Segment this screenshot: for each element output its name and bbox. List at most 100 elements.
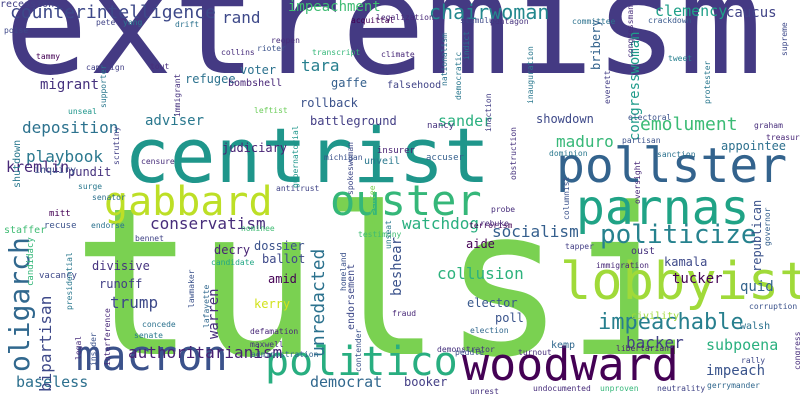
cloud-word: conservatism (150, 214, 266, 233)
cloud-word: unrest (470, 387, 499, 396)
cloud-word: absentee (368, 185, 377, 224)
cloud-word: socialism (492, 222, 579, 241)
cloud-word: graham (754, 121, 783, 130)
cloud-word: pete (96, 18, 116, 27)
cloud-word: politicize (600, 220, 757, 250)
cloud-word: recuse (44, 221, 77, 231)
cloud-word: reopen (271, 36, 300, 45)
cloud-word: crackdown (648, 16, 692, 25)
cloud-word: unveil (364, 156, 401, 167)
cloud-word: divisive (92, 259, 150, 273)
cloud-word: gaffe (331, 76, 368, 90)
cloud-word: inaction (484, 93, 493, 132)
cloud-word: censure (141, 157, 175, 166)
cloud-word: kemp (551, 340, 576, 351)
cloud-word: insurer (377, 146, 415, 156)
cloud-word: governor (763, 207, 772, 246)
cloud-word: protester (703, 60, 712, 104)
cloud-word: aide (466, 237, 495, 251)
cloud-word: oust (631, 246, 656, 257)
cloud-word: quid (740, 279, 774, 295)
cloud-word: battleground (310, 114, 397, 128)
cloud-word: macron (76, 331, 228, 380)
cloud-word: pollster (556, 138, 788, 194)
cloud-word: everett (603, 70, 612, 104)
cloud-word: democrat (310, 373, 383, 391)
cloud-word: amid (268, 272, 297, 286)
cloud-word: vacancy (39, 271, 77, 281)
cloud-word: maduro (556, 132, 614, 151)
cloud-word: ballot (262, 252, 306, 266)
cloud-word: unseal (68, 107, 97, 116)
cloud-word: subpoena (706, 336, 779, 354)
cloud-word: kremlin (6, 158, 70, 176)
cloud-word: rally (741, 356, 766, 365)
cloud-word: deposition (22, 118, 119, 137)
cloud-word: rollback (300, 96, 358, 110)
cloud-word: yang (123, 18, 143, 27)
cloud-word: rand (222, 8, 261, 27)
cloud-word: rioter (257, 44, 286, 53)
cloud-word: kerry (254, 297, 291, 311)
cloud-word: electoral (628, 113, 672, 122)
cloud-word: acquittal (351, 16, 395, 25)
cloud-word: climate (381, 50, 415, 59)
cloud-word: republican (750, 199, 764, 272)
cloud-word: immigration (596, 261, 649, 270)
cloud-word: voter (240, 63, 277, 77)
cloud-word: rebuke (480, 219, 509, 228)
cloud-word: turnout (518, 348, 552, 357)
cloud-word: poll (495, 311, 524, 325)
cloud-word: libertarian (616, 344, 669, 353)
cloud-word: endorsement (346, 263, 357, 330)
cloud-word: mitt (49, 209, 71, 219)
cloud-word: booker (404, 375, 448, 389)
cloud-word: trump (110, 293, 159, 312)
cloud-word: unredacted (308, 248, 329, 357)
cloud-word: nationalism (440, 33, 449, 86)
cloud-word: impeachment (288, 0, 381, 15)
cloud-word: poise (4, 26, 29, 35)
cloud-word: sanction (657, 150, 696, 159)
cloud-word: campaign (86, 63, 125, 72)
cloud-word: recession (0, 0, 55, 10)
cloud-word: tout (150, 62, 170, 71)
cloud-word: leftist (254, 106, 288, 115)
cloud-word: surge (78, 182, 103, 191)
cloud-word: peddle (455, 348, 484, 357)
cloud-word: tammy (36, 52, 61, 61)
cloud-word: corruption (749, 302, 798, 311)
cloud-word: pentagon (490, 17, 529, 26)
cloud-word: concede (142, 320, 176, 329)
cloud-word: accuser (426, 153, 464, 163)
cloud-word: dominion (549, 149, 588, 158)
cloud-word: politico (265, 339, 458, 385)
cloud-word: nancy (427, 121, 455, 131)
cloud-word: judiciary (222, 141, 288, 155)
cloud-word: committee (572, 17, 616, 26)
cloud-word: refugee (185, 72, 236, 86)
cloud-word: probe (491, 205, 516, 214)
cloud-word: legal (74, 335, 83, 360)
cloud-word: lafayette (202, 284, 211, 328)
cloud-word: bombshell (228, 78, 283, 89)
cloud-word: caucus (726, 5, 777, 21)
cloud-word: baseless (16, 373, 89, 391)
cloud-word: pundit (68, 165, 112, 179)
cloud-word: candidacy (26, 237, 36, 286)
cloud-word: shutdown (12, 139, 23, 188)
cloud-word: drift (175, 20, 200, 29)
cloud-word: falsehood (387, 80, 442, 91)
cloud-word: senator (92, 193, 126, 202)
cloud-word: fraud (392, 309, 417, 318)
cloud-word: congress (793, 331, 800, 370)
cloud-word: antitrust (276, 184, 320, 193)
cloud-word: legalization (376, 13, 434, 22)
cloud-word: inauguration (526, 46, 535, 104)
cloud-word: columnist (562, 176, 571, 220)
cloud-word: neutrality (657, 384, 706, 393)
cloud-word: insider (89, 332, 98, 366)
cloud-word: appointee (721, 139, 787, 153)
cloud-word: congressman (626, 5, 635, 58)
cloud-word: collusion (437, 264, 524, 283)
